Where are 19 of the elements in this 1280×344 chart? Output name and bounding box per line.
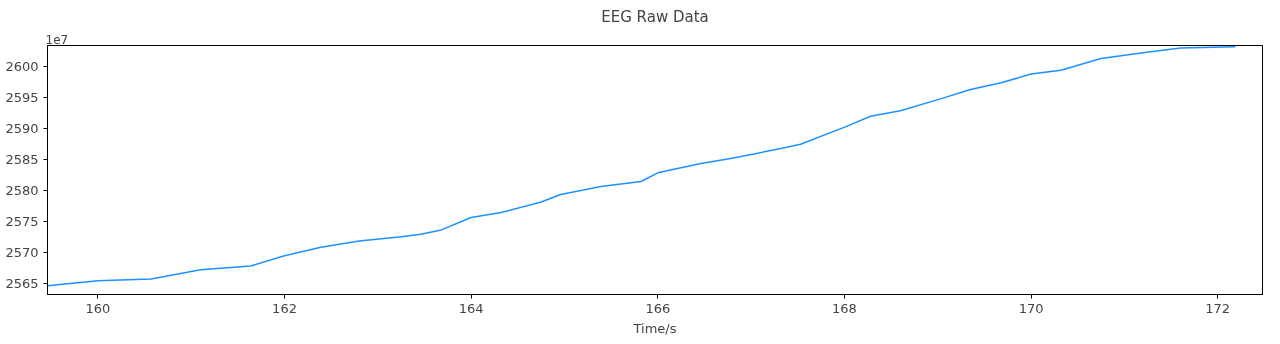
y-tick-label: 2590 <box>5 121 39 137</box>
y-tick-label: 2595 <box>5 90 39 106</box>
x-tick-label: 172 <box>1205 300 1231 316</box>
line-series <box>47 45 1237 287</box>
x-tick-label: 164 <box>458 300 484 316</box>
y-tick-label: 2575 <box>5 214 39 230</box>
x-tick-label: 162 <box>272 300 297 316</box>
x-axis-title: Time/s <box>632 320 677 336</box>
x-tick-label: 160 <box>85 300 111 316</box>
x-tick-label: 168 <box>832 300 857 316</box>
x-tick-label: 166 <box>645 300 671 316</box>
x-tick-label: 170 <box>1018 300 1044 316</box>
y-tick-label: 2600 <box>5 59 39 75</box>
annotation: 1e7 <box>45 32 69 47</box>
y-tick-label: 2565 <box>5 276 39 292</box>
chart-title: EEG Raw Data <box>601 7 709 26</box>
y-tick-label: 2580 <box>5 183 39 199</box>
y-tick-label: 2570 <box>5 245 39 261</box>
y-tick-label: 2585 <box>5 152 39 168</box>
